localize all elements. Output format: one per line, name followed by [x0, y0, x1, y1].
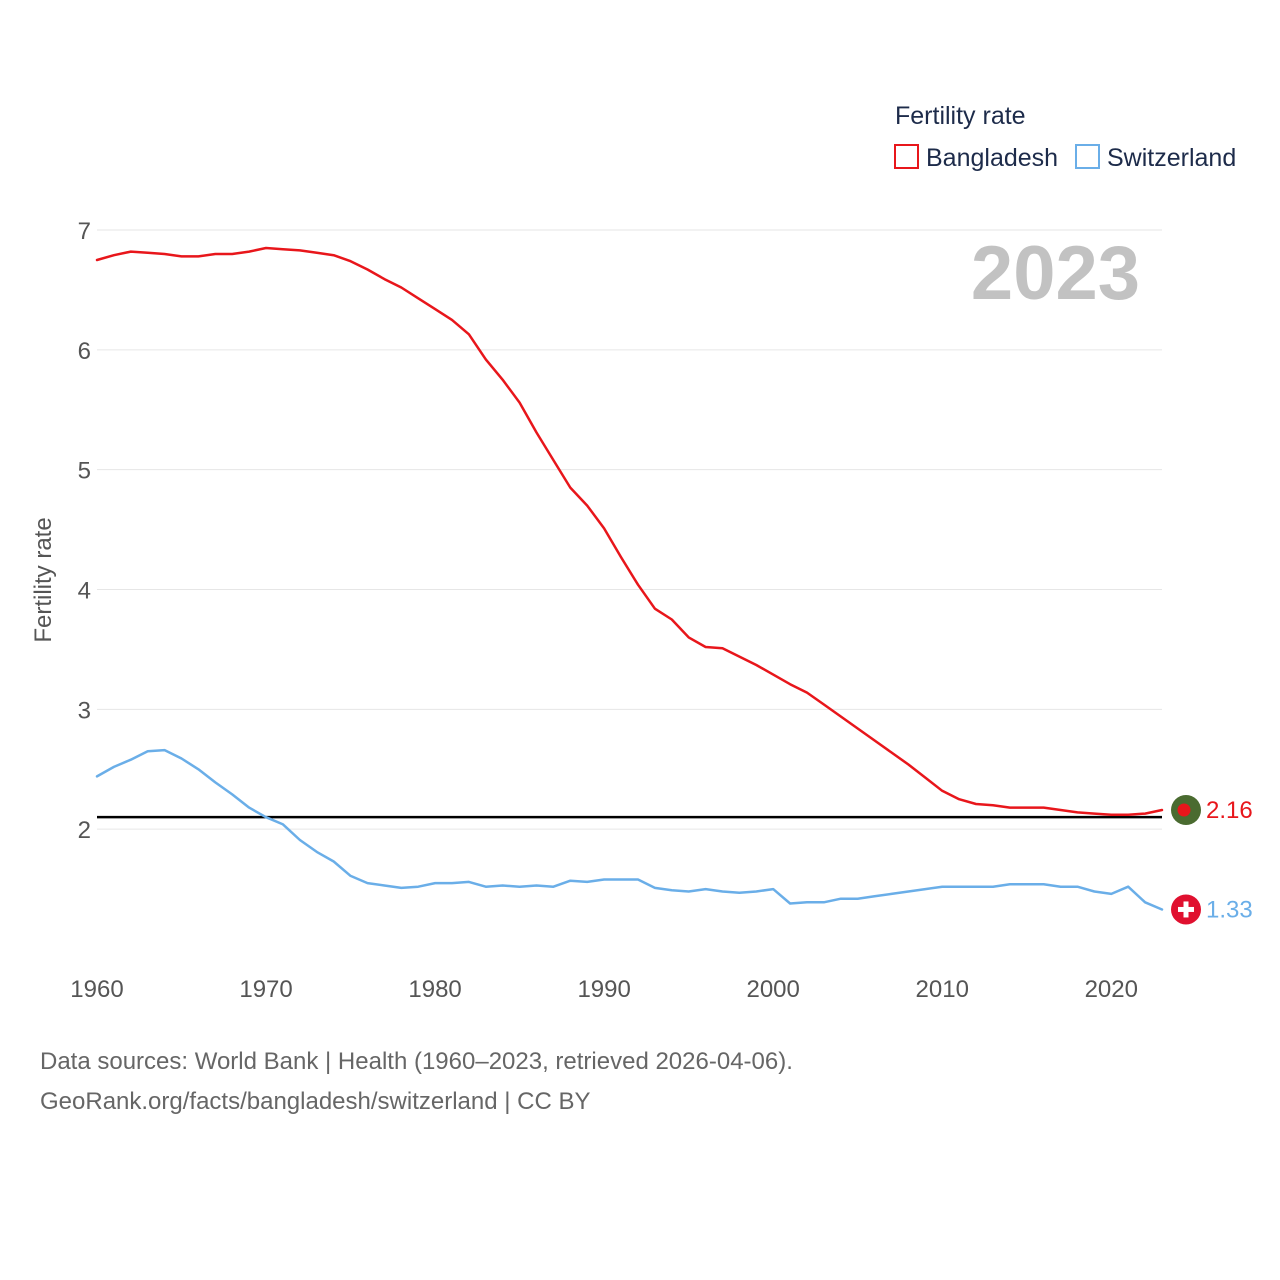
year-label: 2023 — [971, 231, 1140, 316]
y-tick-label-7: 7 — [78, 218, 91, 245]
y-tick-label-2: 2 — [78, 817, 91, 844]
legend-title: Fertility rate — [895, 102, 1026, 130]
x-tick-label-2000: 2000 — [746, 976, 799, 1003]
x-tick-label-2010: 2010 — [916, 976, 969, 1003]
grid — [97, 229, 1162, 830]
bangladesh-flag-icon — [1171, 794, 1201, 825]
fertility-chart: 2 3 4 5 6 7 1960 1970 1980 1990 2000 2010 2020 Fert… — [30, 102, 1253, 1003]
series-line-switzerland — [95, 748, 1164, 911]
x-tick-label-1990: 1990 — [577, 976, 630, 1003]
y-tick-label-5: 5 — [78, 458, 91, 485]
legend: Fertility rate Bangladesh Switzerland — [894, 102, 1236, 172]
x-tick-label-1960: 1960 — [70, 976, 123, 1003]
legend-label-bangladesh: Bangladesh — [926, 144, 1058, 172]
y-tick-label-6: 6 — [78, 338, 91, 365]
x-tick-label-2020: 2020 — [1085, 976, 1138, 1003]
data-sources-note: Data sources: World Bank | Health (1960–… — [40, 1048, 793, 1075]
legend-item-bangladesh[interactable]: Bangladesh — [894, 144, 1058, 172]
switzerland-end-value: 1.33 — [1206, 896, 1253, 923]
legend-item-switzerland[interactable]: Switzerland — [1075, 144, 1236, 172]
series-line-bangladesh — [95, 246, 1164, 817]
y-axis: 2 3 4 5 6 7 — [78, 218, 91, 844]
legend-swatch-bangladesh — [894, 144, 919, 169]
x-tick-label-1980: 1980 — [408, 976, 461, 1003]
x-tick-label-1970: 1970 — [239, 976, 292, 1003]
attribution-link[interactable]: GeoRank.org/facts/bangladesh/switzerland… — [40, 1088, 591, 1115]
switzerland-flag-icon — [1171, 894, 1201, 925]
y-tick-label-4: 4 — [78, 578, 91, 605]
footer: Data sources: World Bank | Health (1960–… — [40, 1042, 793, 1122]
y-axis-title: Fertility rate — [30, 517, 57, 642]
series-endpoints: 2.16 1.33 — [1171, 794, 1253, 925]
series-lines — [95, 246, 1164, 911]
legend-swatch-switzerland — [1075, 144, 1100, 169]
legend-label-switzerland: Switzerland — [1107, 144, 1236, 172]
bangladesh-end-value: 2.16 — [1206, 797, 1253, 824]
x-axis: 1960 1970 1980 1990 2000 2010 2020 — [70, 976, 1138, 1003]
y-tick-label-3: 3 — [78, 697, 91, 724]
